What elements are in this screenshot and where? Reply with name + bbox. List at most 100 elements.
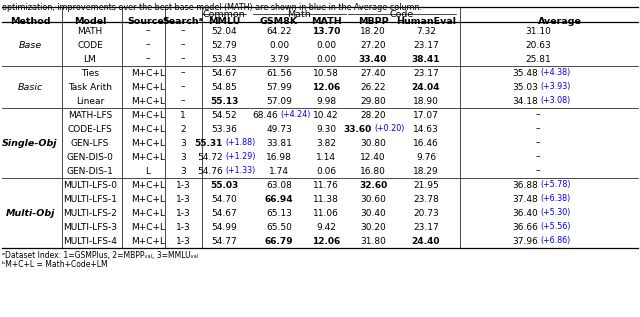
- Text: (+4.38): (+4.38): [540, 68, 570, 77]
- Text: 66.79: 66.79: [265, 236, 293, 245]
- Text: (+3.93): (+3.93): [540, 82, 570, 92]
- Text: 20.73: 20.73: [413, 209, 439, 217]
- Text: HumanEval: HumanEval: [396, 17, 456, 26]
- Text: 36.66: 36.66: [512, 223, 538, 231]
- Text: Ties: Ties: [81, 68, 99, 77]
- Text: 23.17: 23.17: [413, 223, 439, 231]
- Text: 54.52: 54.52: [211, 111, 237, 120]
- Text: M+C+L: M+C+L: [131, 152, 165, 161]
- Text: 0.00: 0.00: [316, 55, 336, 63]
- Text: M+C+L: M+C+L: [131, 125, 165, 133]
- Text: 54.77: 54.77: [211, 236, 237, 245]
- Text: (+0.20): (+0.20): [374, 125, 404, 133]
- Text: M+C+L: M+C+L: [131, 195, 165, 204]
- Text: 65.13: 65.13: [266, 209, 292, 217]
- Text: 14.63: 14.63: [413, 125, 439, 133]
- Text: MBPP: MBPP: [358, 17, 388, 26]
- Text: MULTI-LFS-0: MULTI-LFS-0: [63, 180, 117, 190]
- Text: 9.42: 9.42: [316, 223, 336, 231]
- Text: MATH-LFS: MATH-LFS: [68, 111, 112, 120]
- Text: –: –: [180, 82, 185, 92]
- Text: 54.72: 54.72: [197, 152, 223, 161]
- Text: (+4.24): (+4.24): [280, 111, 310, 120]
- Text: (+6.38): (+6.38): [540, 195, 570, 204]
- Text: (+1.88): (+1.88): [225, 139, 255, 147]
- Text: 25.81: 25.81: [525, 55, 551, 63]
- Text: 30.20: 30.20: [360, 223, 386, 231]
- Text: 3: 3: [180, 139, 186, 147]
- Text: 57.99: 57.99: [266, 82, 292, 92]
- Text: 24.40: 24.40: [412, 236, 440, 245]
- Text: 27.40: 27.40: [360, 68, 386, 77]
- Text: –: –: [536, 125, 540, 133]
- Text: MULTI-LFS-4: MULTI-LFS-4: [63, 236, 117, 245]
- Text: 12.06: 12.06: [312, 82, 340, 92]
- Text: L: L: [145, 166, 150, 176]
- Text: –: –: [180, 55, 185, 63]
- Text: MATH: MATH: [310, 17, 341, 26]
- Text: ᵇM+C+L = Math+Code+LM: ᵇM+C+L = Math+Code+LM: [2, 260, 108, 269]
- Text: 9.98: 9.98: [316, 96, 336, 106]
- Text: 11.38: 11.38: [313, 195, 339, 204]
- Text: 54.70: 54.70: [211, 195, 237, 204]
- Text: 30.60: 30.60: [360, 195, 386, 204]
- Text: 9.30: 9.30: [316, 125, 336, 133]
- Text: 55.03: 55.03: [210, 180, 238, 190]
- Text: 9.76: 9.76: [416, 152, 436, 161]
- Text: –: –: [146, 27, 150, 36]
- Text: Linear: Linear: [76, 96, 104, 106]
- Text: Code: Code: [390, 10, 414, 19]
- Text: 23.17: 23.17: [413, 41, 439, 49]
- Text: Searchᵃ: Searchᵃ: [163, 17, 204, 26]
- Text: 52.04: 52.04: [211, 27, 237, 36]
- Text: 61.56: 61.56: [266, 68, 292, 77]
- Text: MULTI-LFS-2: MULTI-LFS-2: [63, 209, 117, 217]
- Text: –: –: [536, 139, 540, 147]
- Text: M+C+L: M+C+L: [131, 236, 165, 245]
- Text: 55.31: 55.31: [195, 139, 223, 147]
- Text: –: –: [146, 55, 150, 63]
- Text: ᵃDataset Index: 1=GSMPlus, 2=MBPPᵥₐₗ, 3=MMLUᵥₐₗ: ᵃDataset Index: 1=GSMPlus, 2=MBPPᵥₐₗ, 3=…: [2, 251, 198, 260]
- Text: 1: 1: [180, 111, 186, 120]
- Text: 11.76: 11.76: [313, 180, 339, 190]
- Text: Common: Common: [203, 10, 245, 19]
- Text: 55.13: 55.13: [210, 96, 238, 106]
- Text: M+C+L: M+C+L: [131, 111, 165, 120]
- Text: 1.74: 1.74: [269, 166, 289, 176]
- Text: 1-3: 1-3: [175, 180, 190, 190]
- Text: 35.03: 35.03: [512, 82, 538, 92]
- Text: GEN-DIS-1: GEN-DIS-1: [67, 166, 113, 176]
- Text: 26.22: 26.22: [360, 82, 386, 92]
- Text: 66.94: 66.94: [265, 195, 293, 204]
- Text: 54.85: 54.85: [211, 82, 237, 92]
- Text: 49.73: 49.73: [266, 125, 292, 133]
- Text: 37.48: 37.48: [512, 195, 538, 204]
- Text: 18.29: 18.29: [413, 166, 439, 176]
- Text: –: –: [180, 41, 185, 49]
- Text: –: –: [180, 68, 185, 77]
- Text: 20.63: 20.63: [525, 41, 551, 49]
- Text: M+C+L: M+C+L: [131, 82, 165, 92]
- Text: 57.09: 57.09: [266, 96, 292, 106]
- Text: Task Arith: Task Arith: [68, 82, 112, 92]
- Text: 27.20: 27.20: [360, 41, 386, 49]
- Text: 0.00: 0.00: [269, 41, 289, 49]
- Text: 16.98: 16.98: [266, 152, 292, 161]
- Text: 1-3: 1-3: [175, 209, 190, 217]
- Text: GEN-LFS: GEN-LFS: [71, 139, 109, 147]
- Text: 52.79: 52.79: [211, 41, 237, 49]
- Text: 1-3: 1-3: [175, 195, 190, 204]
- Text: 10.42: 10.42: [313, 111, 339, 120]
- Text: M+C+L: M+C+L: [131, 68, 165, 77]
- Text: GSM8K: GSM8K: [260, 17, 298, 26]
- Text: 17.07: 17.07: [413, 111, 439, 120]
- Text: –: –: [180, 96, 185, 106]
- Text: –: –: [146, 41, 150, 49]
- Text: 1.14: 1.14: [316, 152, 336, 161]
- Text: 63.08: 63.08: [266, 180, 292, 190]
- Text: 54.99: 54.99: [211, 223, 237, 231]
- Text: M+C+L: M+C+L: [131, 209, 165, 217]
- Text: 0.06: 0.06: [316, 166, 336, 176]
- Text: 34.18: 34.18: [512, 96, 538, 106]
- Text: –: –: [536, 166, 540, 176]
